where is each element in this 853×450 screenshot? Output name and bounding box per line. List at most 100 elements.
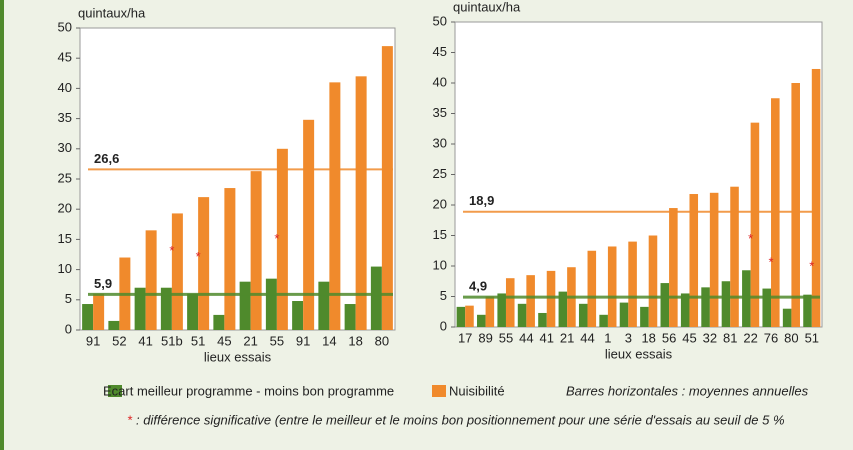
y-tick-label: 40	[58, 80, 72, 95]
bar	[93, 293, 105, 330]
x-tick-label: 21	[243, 333, 257, 348]
bar	[329, 82, 341, 330]
y-tick-label: 35	[58, 110, 72, 125]
bar	[224, 188, 236, 330]
bar	[108, 320, 120, 330]
y-tick-label: 40	[433, 74, 447, 89]
x-tick-label: 91	[86, 333, 100, 348]
bar	[558, 291, 568, 327]
bar	[292, 301, 304, 330]
bar	[318, 281, 330, 330]
y-tick-label: 45	[433, 44, 447, 59]
border-stripe	[0, 0, 4, 450]
bar	[160, 287, 172, 330]
legend-label: Nuisibilité	[449, 383, 505, 398]
x-tick-label: 32	[703, 330, 717, 345]
bar	[640, 306, 649, 327]
footnote: : différence significative (entre le mei…	[136, 412, 785, 427]
y-tick-label: 20	[433, 196, 447, 211]
bar	[721, 281, 731, 327]
bar	[680, 293, 690, 327]
bar	[505, 278, 515, 327]
bar	[134, 287, 146, 330]
bar	[538, 312, 547, 327]
significance-mark: *	[768, 254, 773, 269]
bar	[517, 303, 527, 327]
x-tick-label: 41	[138, 333, 152, 348]
bar	[742, 270, 751, 327]
legend-label: Ecart meilleur programme - moins bon pro…	[103, 383, 394, 398]
significance-mark: *	[748, 231, 753, 246]
x-tick-label: 14	[322, 333, 336, 348]
y-tick-label: 20	[58, 201, 72, 216]
y-tick-label: 15	[58, 231, 72, 246]
y-tick-label: 30	[58, 140, 72, 155]
x-tick-label: 89	[478, 330, 492, 345]
x-tick-label: 52	[112, 333, 126, 348]
bar	[145, 230, 157, 330]
mean-label: 26,6	[94, 151, 119, 166]
significance-mark: *	[809, 259, 814, 274]
bar	[477, 314, 486, 327]
bar	[546, 270, 556, 327]
footnote-mark: *	[127, 412, 133, 427]
y-tick-label: 25	[58, 170, 72, 185]
bar	[599, 314, 608, 327]
bar	[171, 213, 183, 330]
x-tick-label: 18	[348, 333, 362, 348]
x-tick-label: 22	[743, 330, 757, 345]
x-tick-label: 44	[519, 330, 533, 345]
y-tick-label: 15	[433, 227, 447, 242]
x-tick-label: 80	[784, 330, 798, 345]
bar	[370, 266, 382, 330]
bar	[791, 83, 800, 327]
mean-label: 5,9	[94, 276, 112, 291]
x-tick-label: 21	[560, 330, 574, 345]
y-tick-label: 5	[440, 288, 447, 303]
legend-swatch	[432, 385, 446, 397]
bar	[497, 293, 506, 327]
x-tick-label: 51	[191, 333, 205, 348]
bar	[628, 241, 637, 327]
y-tick-label: 35	[433, 105, 447, 120]
x-tick-label: 81	[723, 330, 737, 345]
bar	[465, 305, 474, 327]
x-tick-label: 51b	[161, 333, 183, 348]
bar	[355, 76, 367, 330]
bar	[730, 186, 739, 327]
y-tick-label: 0	[65, 321, 72, 336]
y-tick-label: 50	[58, 19, 72, 34]
bar	[782, 308, 792, 327]
significance-mark: *	[196, 249, 201, 264]
bar	[689, 194, 699, 327]
bar	[701, 287, 710, 327]
x-tick-label: 55	[499, 330, 513, 345]
x-tick-label: 45	[682, 330, 696, 345]
y-tick-label: 0	[440, 318, 447, 333]
bar	[669, 208, 678, 327]
bar	[660, 283, 670, 327]
x-tick-label: 80	[375, 333, 389, 348]
legend-swatch	[108, 385, 122, 397]
x-tick-label: 76	[764, 330, 778, 345]
bar	[213, 314, 225, 330]
bar	[82, 304, 94, 330]
x-tick-label: 3	[625, 330, 632, 345]
bar	[709, 192, 719, 327]
plot-area	[454, 21, 823, 328]
x-axis-label: lieux essais	[204, 349, 272, 364]
bar	[578, 303, 588, 327]
bar	[607, 246, 617, 327]
bar	[276, 148, 288, 330]
y-tick-label: 45	[58, 50, 72, 65]
bar	[239, 281, 251, 330]
bar	[648, 235, 658, 327]
bar	[485, 296, 495, 327]
y-axis-label: quintaux/ha	[453, 0, 521, 14]
x-axis-label: lieux essais	[605, 346, 673, 361]
bar	[587, 250, 597, 327]
bar	[344, 304, 356, 330]
x-tick-label: 51	[805, 330, 819, 345]
x-tick-label: 91	[296, 333, 310, 348]
bar	[198, 197, 210, 330]
